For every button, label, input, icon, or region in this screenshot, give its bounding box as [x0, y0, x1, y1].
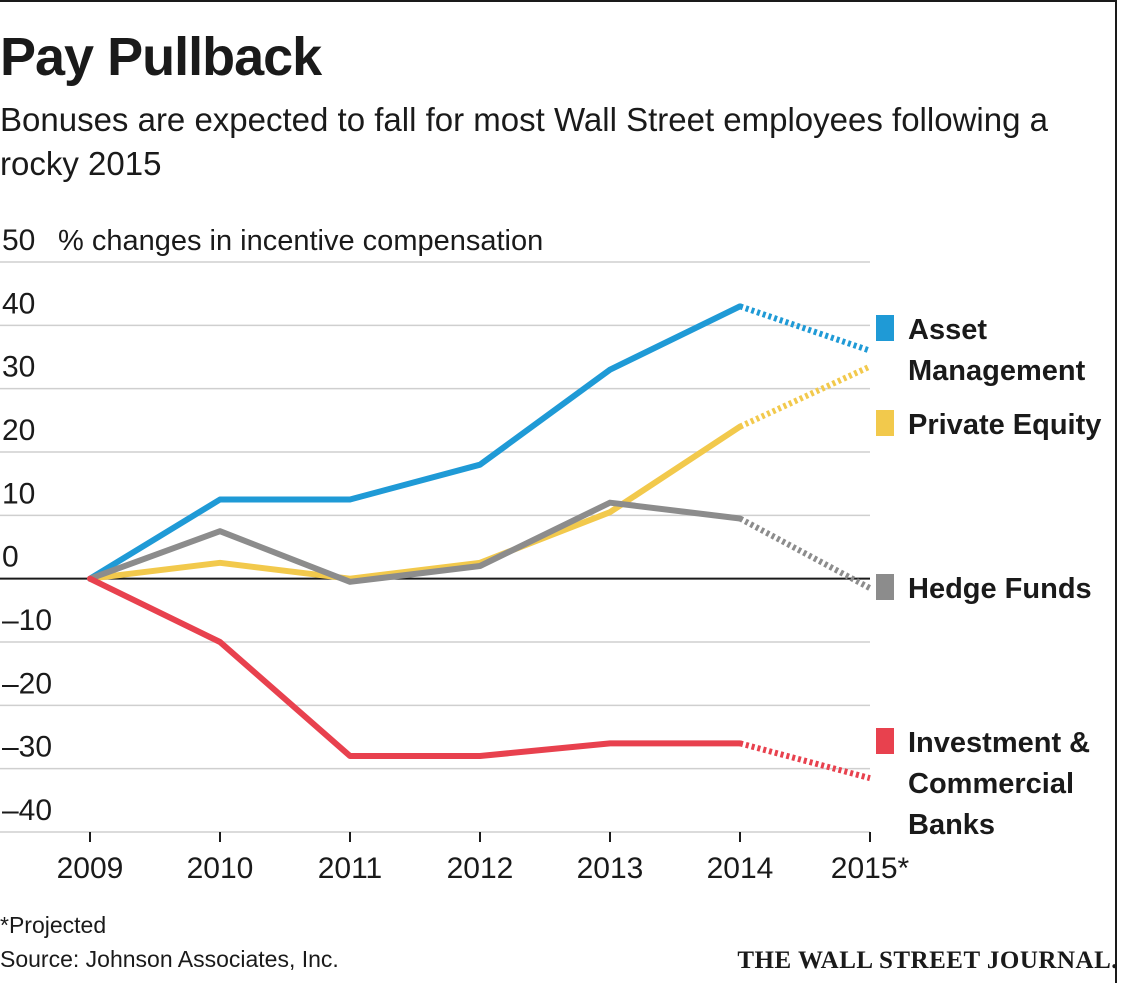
legend-swatch — [876, 574, 894, 600]
source-note: Source: Johnson Associates, Inc. — [0, 946, 339, 972]
y-tick-label: –10 — [2, 604, 52, 637]
x-tick-label: 2010 — [187, 852, 254, 885]
legend-swatch — [876, 728, 894, 754]
footnote: *Projected — [0, 912, 107, 938]
legend-label: Management — [908, 355, 1086, 387]
series-projection-hedge-funds — [738, 515, 872, 591]
series-line-hedge-funds — [87, 499, 743, 585]
x-tick-label: 2011 — [318, 852, 383, 885]
y-tick-label: 30 — [2, 351, 35, 384]
legend-label: Banks — [908, 809, 995, 841]
legend-label: Asset — [908, 314, 987, 346]
x-tick-label: 2013 — [577, 852, 644, 885]
series-projection-private-equity — [738, 363, 872, 430]
y-tick-label: –30 — [2, 731, 52, 764]
y-tick-label: 20 — [2, 414, 35, 447]
legend-swatch — [876, 315, 894, 341]
series-projection-asset-management — [739, 303, 871, 354]
legend-label: Private Equity — [908, 409, 1101, 441]
x-tick-label: 2012 — [447, 852, 514, 885]
x-tick-label: 2014 — [707, 852, 774, 885]
y-tick-label: 0 — [2, 541, 19, 574]
x-tick-label: 2015* — [831, 852, 910, 885]
legend-label: Investment & — [908, 727, 1090, 759]
series-line-investment-commercial-banks — [87, 575, 743, 759]
y-tick-label: –20 — [2, 667, 52, 700]
publisher-logo: THE WALL STREET JOURNAL. — [737, 947, 1118, 974]
y-tick-label: –40 — [2, 794, 52, 827]
legend-label: Hedge Funds — [908, 573, 1092, 605]
y-axis-label: % changes in incentive compensation — [58, 225, 543, 257]
series-projection-investment-commercial-banks — [739, 740, 871, 782]
y-tick-label: 40 — [2, 287, 35, 320]
legend-swatch — [876, 410, 894, 436]
series-line-asset-management — [87, 303, 743, 582]
x-tick-label: 2009 — [57, 852, 124, 885]
legend-label: Commercial — [908, 768, 1074, 800]
y-tick-label: 50 — [2, 224, 35, 257]
chart-subtitle: Bonuses are expected to fall for most Wa… — [0, 101, 1048, 182]
y-tick-label: 10 — [2, 477, 35, 510]
series-line-private-equity — [87, 423, 743, 582]
chart-title: Pay Pullback — [0, 27, 322, 87]
